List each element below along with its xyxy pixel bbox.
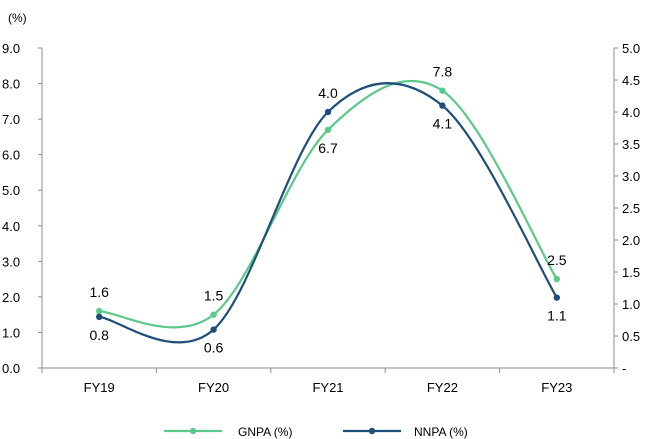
- right-tick-label: 1.5: [622, 265, 640, 280]
- series-2-point: [324, 108, 332, 116]
- left-tick-label: 2.0: [2, 290, 20, 305]
- left-tick-label: 8.0: [2, 77, 20, 92]
- series-1-data-label: 2.5: [547, 252, 567, 268]
- left-tick-label: 5.0: [2, 183, 20, 198]
- series-2-point: [210, 326, 217, 333]
- right-tick-label: 4.0: [622, 105, 640, 120]
- series-1-point: [553, 275, 560, 283]
- right-tick-label: 0.5: [622, 329, 640, 344]
- left-tick-label: 6.0: [2, 148, 20, 163]
- series-2-data-label: 0.8: [89, 327, 109, 343]
- series-1-data-label: 1.6: [89, 284, 109, 300]
- right-tick-label: 5.0: [622, 41, 640, 56]
- series-2-point: [96, 313, 103, 320]
- x-tick-label: FY22: [427, 380, 458, 395]
- left-tick-label: 1.0: [2, 325, 20, 340]
- series-2-point: [553, 294, 560, 301]
- right-tick-label: 4.5: [622, 73, 640, 88]
- series-1-data-label: 6.7: [318, 140, 338, 156]
- left-tick-label: 7.0: [2, 112, 20, 127]
- right-tick-label: 2.0: [622, 233, 640, 248]
- series-1-point: [439, 87, 446, 94]
- left-tick-label: 3.0: [2, 254, 20, 269]
- series-2-data-label: 1.1: [547, 308, 567, 324]
- right-tick-label: 2.5: [622, 201, 640, 216]
- series-2-data-label: 0.6: [204, 340, 224, 356]
- legend-label-1: GNPA (%): [238, 425, 292, 439]
- series-2-point: [439, 102, 446, 109]
- right-tick-label: 1.0: [622, 297, 640, 312]
- left-tick-label: 9.0: [2, 41, 20, 56]
- series-1-data-label: 1.5: [204, 288, 224, 304]
- series-1-point: [324, 126, 332, 133]
- series-1-data-label: 7.8: [433, 64, 453, 80]
- x-tick-label: FY21: [312, 380, 343, 395]
- x-tick-label: FY23: [541, 380, 572, 395]
- left-tick-label: 0.0: [2, 361, 20, 376]
- x-tick-label: FY20: [198, 380, 229, 395]
- right-tick-label: 3.5: [622, 137, 640, 152]
- legend-swatch-marker-1: [189, 427, 197, 435]
- series-2-data-label: 4.1: [433, 116, 453, 132]
- series-1-point: [210, 311, 217, 318]
- series-2-data-label: 4.0: [318, 85, 338, 101]
- right-tick-label: -: [622, 361, 626, 376]
- legend-label-2: NNPA (%): [414, 425, 468, 439]
- unit-label: (%): [8, 11, 27, 25]
- legend-swatch-marker-2: [368, 427, 376, 435]
- series-line-2: [98, 82, 558, 344]
- series-line-1: [99, 80, 558, 329]
- right-tick-label: 3.0: [622, 169, 640, 184]
- x-tick-label: FY19: [84, 380, 115, 395]
- series-1-point: [96, 307, 103, 315]
- left-tick-label: 4.0: [2, 219, 20, 234]
